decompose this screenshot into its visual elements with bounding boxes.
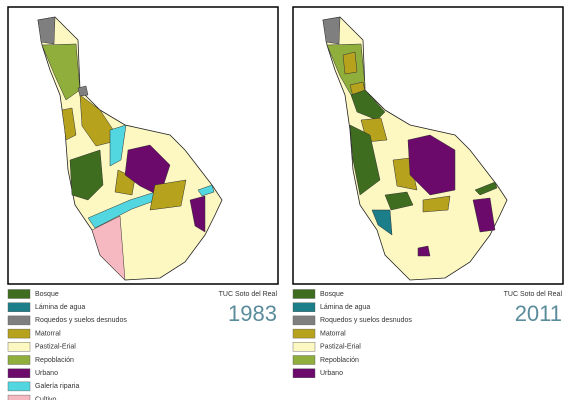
land-use-patch <box>149 179 187 211</box>
legend-label: Roquedos y suelos desnudos <box>35 317 127 324</box>
map-title: TUC Soto del Real <box>504 291 563 298</box>
map-title: TUC Soto del Real <box>219 291 278 298</box>
legend-label: Lámina de agua <box>320 304 370 311</box>
land-use-patch <box>37 16 56 45</box>
legend-label: Matorral <box>35 330 61 337</box>
land-use-patch <box>61 107 77 141</box>
legend-label: Pastizal-Erial <box>320 344 361 351</box>
map-year: 2011 <box>515 301 562 326</box>
land-use-patch <box>407 134 456 196</box>
legend-label: Bosque <box>320 291 344 298</box>
land-use-patch <box>41 43 81 101</box>
map-year: 1983 <box>228 301 277 326</box>
legend-swatch <box>7 355 31 365</box>
legend-swatch <box>7 289 31 299</box>
land-use-patch <box>189 195 206 233</box>
land-use-patch <box>349 124 381 196</box>
legend-swatch <box>292 315 316 326</box>
legend-swatch <box>292 289 316 299</box>
legend-swatch <box>7 328 31 339</box>
legend-label: Urbano <box>35 370 58 377</box>
legend-label: Cultivo <box>35 396 57 400</box>
land-use-patch <box>91 215 126 281</box>
land-use-patch <box>322 16 341 45</box>
land-use-patch <box>474 181 498 196</box>
land-use-patch <box>422 195 451 213</box>
legend-label: Urbano <box>320 370 343 377</box>
land-use-patch <box>69 149 104 201</box>
legend-label: Pastizal-Erial <box>35 344 76 351</box>
legend-label: Lámina de agua <box>35 304 85 311</box>
land-use-patch <box>350 89 386 121</box>
legend-swatch <box>292 368 316 378</box>
land-use-patch <box>384 191 414 211</box>
legend-label: Galería riparia <box>35 383 79 390</box>
land-use-patch <box>197 184 215 197</box>
legend-label: Bosque <box>35 291 59 298</box>
legend-label: Repoblación <box>320 357 359 364</box>
legend-swatch <box>7 394 31 400</box>
legend-swatch <box>292 355 316 365</box>
land-use-patch <box>77 85 89 97</box>
legend-swatch <box>7 381 31 392</box>
land-use-patch <box>342 51 358 75</box>
legend-swatch <box>7 302 31 312</box>
legend-swatch <box>7 315 31 326</box>
legend-swatch <box>292 328 316 339</box>
legend-swatch <box>292 302 316 312</box>
legend-label: Repoblación <box>35 357 74 364</box>
legend-swatch <box>7 342 31 352</box>
land-use-patch <box>109 124 127 167</box>
legend-label: Matorral <box>320 330 346 337</box>
land-use-patch <box>472 197 496 233</box>
land-use-patch <box>417 245 431 257</box>
land-use-patch <box>371 209 393 236</box>
legend-swatch <box>292 342 316 352</box>
legend-label: Roquedos y suelos desnudos <box>320 317 412 324</box>
legend-swatch <box>7 368 31 378</box>
